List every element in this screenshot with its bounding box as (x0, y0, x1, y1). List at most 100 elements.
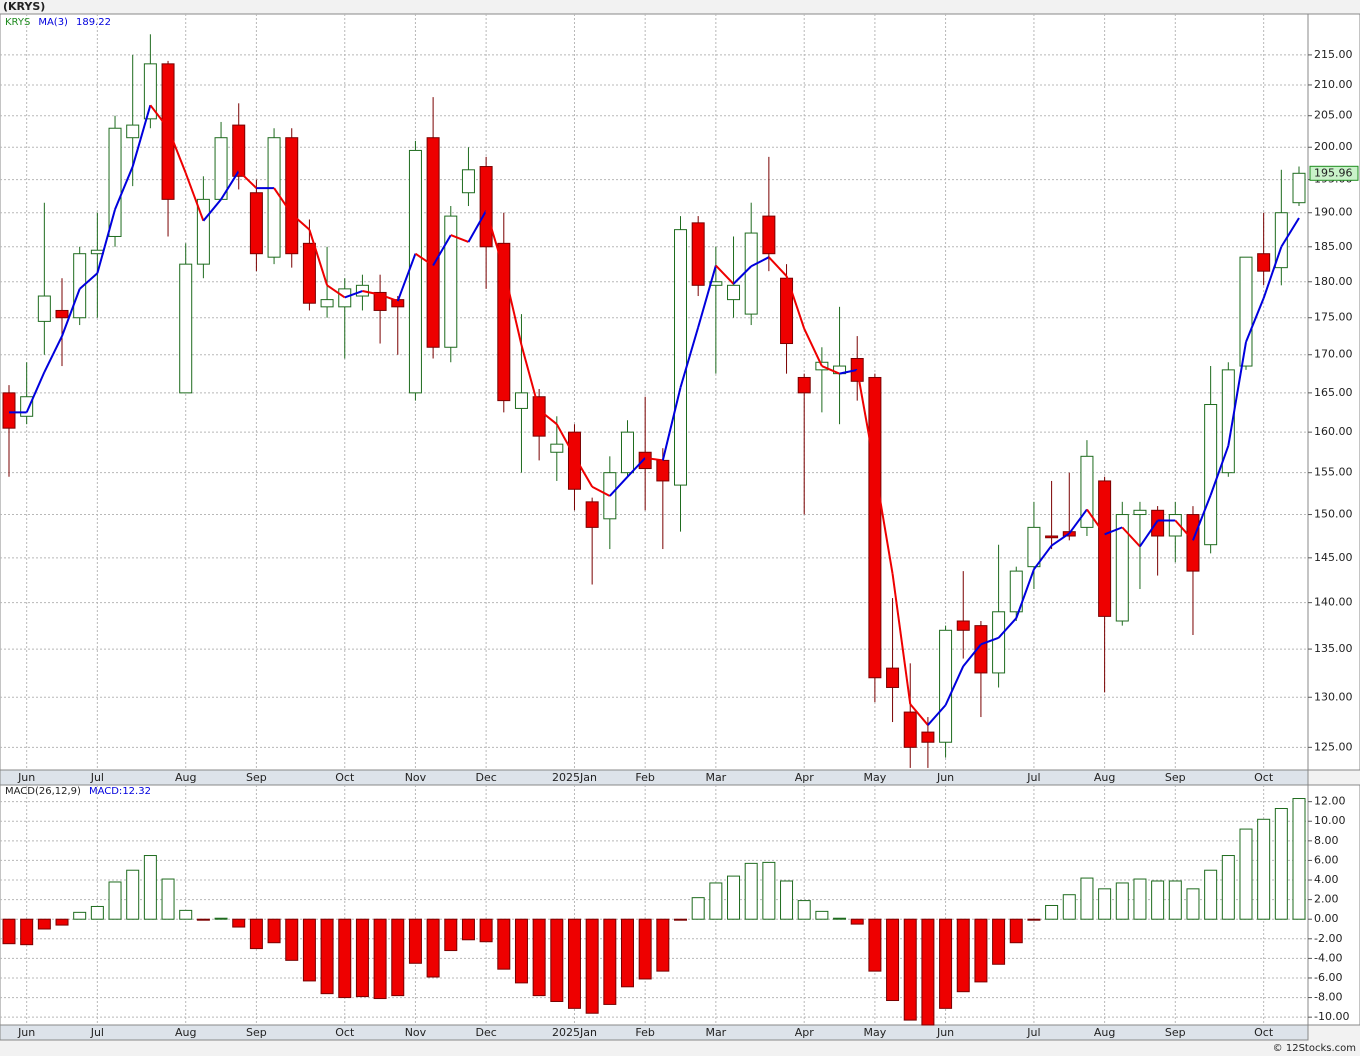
ma-line (944, 665, 965, 706)
candle-body (550, 443, 564, 453)
macd-bar (833, 917, 847, 920)
candle-body (1009, 570, 1023, 613)
candle-body (1045, 535, 1059, 539)
candle-body (868, 376, 882, 679)
y-tick-label: 135.00 (1314, 642, 1353, 655)
macd-bar (868, 918, 882, 972)
ma-line (980, 636, 999, 646)
macd-bar (302, 918, 316, 982)
x-tick-label: Aug (175, 771, 196, 784)
candle-body (1133, 509, 1147, 516)
ma-line (43, 335, 63, 373)
macd-bar (355, 918, 369, 998)
footer: © 12Stocks.com (1273, 1043, 1356, 1054)
macd-bar (1257, 818, 1271, 920)
candle-body (956, 620, 970, 631)
x-tick-label: Sep (246, 771, 267, 784)
candle-body (426, 137, 440, 348)
macd-bar (567, 918, 581, 1009)
candle-body (744, 232, 758, 315)
x-tick-label: Apr (795, 1026, 815, 1039)
macd-bar (762, 861, 776, 920)
macd-bar (709, 882, 723, 920)
candle-body (179, 263, 193, 394)
x-tick-label: Aug (175, 1026, 196, 1039)
y-tick-label: 180.00 (1314, 275, 1353, 288)
x-tick-label: 2025Jan (552, 771, 597, 784)
macd-bar (727, 875, 741, 920)
macd-bar (1151, 880, 1165, 920)
y-tick-label: 2.00 (1314, 893, 1339, 906)
ma-line (909, 703, 929, 726)
x-tick-label: Jun (17, 1026, 35, 1039)
macd-bar (797, 900, 811, 920)
ma-line (114, 166, 134, 210)
candle-body (90, 249, 104, 255)
macd-bar (1239, 828, 1253, 920)
ma-line (555, 423, 576, 457)
x-tick-label: Jul (1026, 771, 1040, 784)
x-tick-label: Aug (1094, 1026, 1115, 1039)
macd-bar (992, 918, 1006, 965)
candle-body (214, 137, 228, 200)
ma-line (61, 288, 81, 337)
ma-line (626, 457, 646, 478)
ma-line (785, 275, 806, 330)
macd-bar (514, 918, 528, 984)
ma-line (645, 456, 663, 462)
y-tick-label: 215.00 (1314, 48, 1353, 61)
candle-body (992, 611, 1006, 674)
y-tick-label: -10.00 (1314, 1010, 1349, 1023)
macd-bar (267, 918, 281, 944)
candle-body (2, 392, 16, 429)
macd-bar (1221, 855, 1235, 920)
x-tick-label: Oct (1254, 1026, 1274, 1039)
y-tick-label: 165.00 (1314, 386, 1353, 399)
candle-body (1027, 526, 1041, 568)
ma-line (962, 643, 982, 667)
ma-line (873, 468, 894, 574)
x-tick-label: Oct (1254, 771, 1274, 784)
x-tick-label: Feb (635, 771, 654, 784)
ma-line (997, 617, 1018, 639)
last-price-box (1309, 165, 1359, 181)
legend-ticker: KRYS (5, 17, 30, 28)
macd-bar (214, 917, 228, 920)
y-tick-label: 175.00 (1314, 311, 1353, 324)
ma-line (291, 213, 311, 231)
ma-line (1051, 532, 1070, 547)
legend-ma-value: 189.22 (76, 17, 111, 28)
macd-bar (73, 911, 87, 920)
ma-line (220, 170, 240, 200)
x-tick-label: Sep (1165, 1026, 1186, 1039)
macd-bar (320, 918, 334, 995)
macd-bar (90, 905, 104, 920)
y-tick-label: 185.00 (1314, 240, 1353, 253)
candle-body (1080, 455, 1094, 528)
y-tick-label: 170.00 (1314, 348, 1353, 361)
x-tick-label: Aug (1094, 771, 1115, 784)
macd-bar (620, 918, 634, 988)
macd-bar (532, 918, 546, 997)
ma-line (520, 344, 541, 411)
ma-line (1174, 519, 1194, 542)
ma-line (308, 229, 329, 286)
x-tick-label: Dec (475, 771, 496, 784)
ma-line (25, 371, 46, 413)
macd-bar (1080, 877, 1094, 920)
macd-bar (780, 880, 794, 920)
legend-ma-name: MA(3) (38, 17, 68, 28)
ma-line (344, 290, 363, 299)
macd-bar (143, 855, 157, 920)
macd-bar (108, 881, 122, 920)
candle-body (1151, 509, 1165, 537)
price-axis-panel (1307, 13, 1360, 771)
ma-line (502, 268, 523, 346)
x-axis-strip (0, 1024, 1309, 1041)
y-tick-label: 10.00 (1314, 814, 1346, 827)
ma-line (450, 234, 469, 243)
ma-line (1121, 526, 1141, 548)
macd-bar (179, 909, 193, 920)
macd-bar (603, 918, 617, 1005)
macd-bar (1133, 878, 1147, 920)
